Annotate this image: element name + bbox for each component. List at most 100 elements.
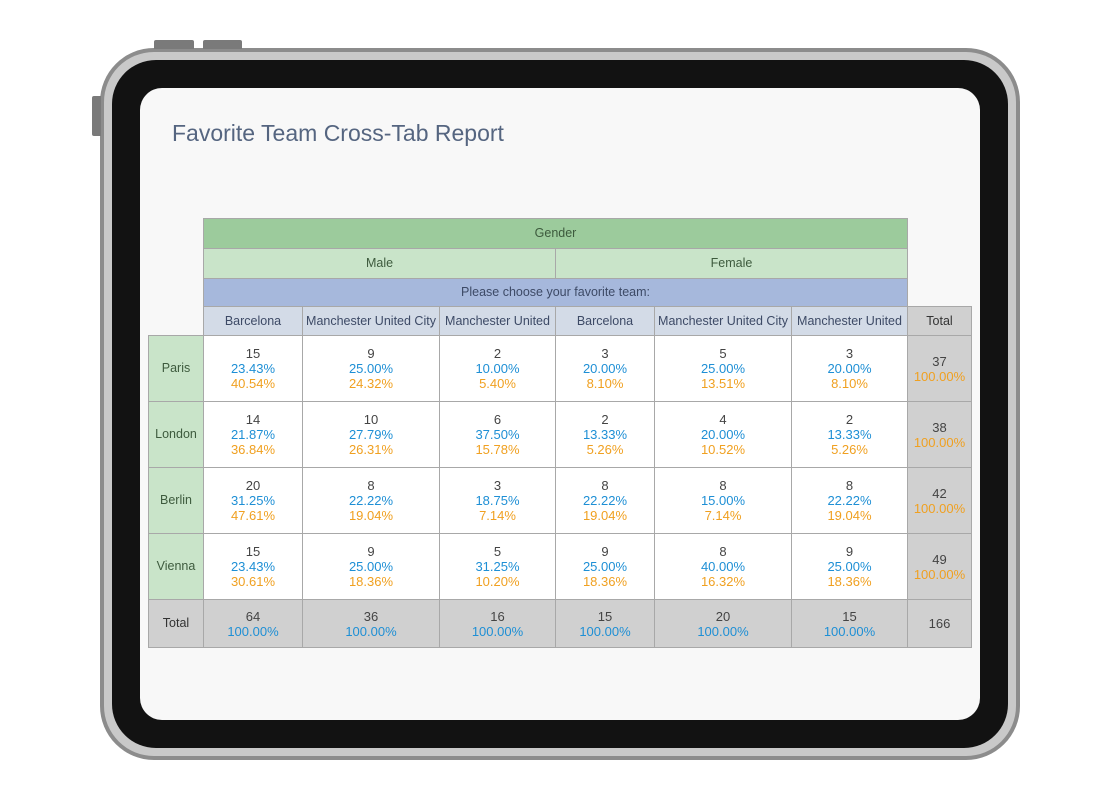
cell-row-percent: 20.00% xyxy=(827,361,872,376)
cell-row-percent: 10.00% xyxy=(475,361,520,376)
cell-row-percent: 20.00% xyxy=(582,361,628,376)
row-total-count: 49 xyxy=(932,551,947,567)
row-total-percent: 100.00% xyxy=(913,368,966,384)
cell-column-percent: 19.04% xyxy=(827,508,872,523)
data-cell: 8 22.22% 19.04% xyxy=(555,467,655,534)
cell-row-percent: 20.00% xyxy=(700,427,746,442)
cell-row-percent: 23.43% xyxy=(230,559,276,574)
header-male: Male xyxy=(203,248,556,279)
row-header: Vienna xyxy=(148,533,204,600)
cell-count: 2 xyxy=(601,412,609,427)
row-header: Paris xyxy=(148,335,204,402)
cell-count: 15 xyxy=(245,346,261,361)
cell-row-percent: 31.25% xyxy=(475,559,520,574)
cell-row-percent: 25.00% xyxy=(348,559,394,574)
cell-column-percent: 8.10% xyxy=(586,376,624,391)
cell-row-percent: 37.50% xyxy=(475,427,520,442)
cell-count: 6 xyxy=(493,412,502,427)
data-cell: 2 13.33% 5.26% xyxy=(791,401,908,468)
volume-button-2 xyxy=(203,40,242,49)
cell-row-percent: 21.87% xyxy=(230,427,276,442)
cell-column-percent: 18.36% xyxy=(827,574,872,589)
grand-total: 166 xyxy=(928,616,951,631)
cell-row-percent: 31.25% xyxy=(230,493,276,508)
header-male-label: Male xyxy=(365,256,394,270)
column-header: Barcelona xyxy=(203,306,303,336)
column-total-count: 15 xyxy=(842,608,857,624)
column-header-total-label: Total xyxy=(926,313,953,328)
column-total-cell: 20 100.00% xyxy=(654,599,792,648)
cell-count: 10 xyxy=(363,412,379,427)
data-cell: 6 37.50% 15.78% xyxy=(439,401,556,468)
cell-column-percent: 18.36% xyxy=(348,574,394,589)
column-total-cell: 16 100.00% xyxy=(439,599,556,648)
row-total-percent: 100.00% xyxy=(913,500,966,516)
cell-count: 8 xyxy=(719,544,727,559)
cell-column-percent: 47.61% xyxy=(230,508,276,523)
cell-column-percent: 16.32% xyxy=(700,574,746,589)
cell-column-percent: 13.51% xyxy=(700,376,746,391)
data-cell: 9 25.00% 18.36% xyxy=(302,533,440,600)
cell-column-percent: 10.52% xyxy=(700,442,746,457)
column-total-count: 20 xyxy=(715,608,731,624)
cell-count: 2 xyxy=(493,346,502,361)
row-header-label: London xyxy=(155,427,197,441)
cell-count: 8 xyxy=(719,478,727,493)
row-header: Berlin xyxy=(148,467,204,534)
cell-count: 4 xyxy=(719,412,727,427)
cell-column-percent: 19.04% xyxy=(348,508,394,523)
column-total-count: 15 xyxy=(597,608,613,624)
column-total-percent: 100.00% xyxy=(697,623,749,639)
column-total-cell: 64 100.00% xyxy=(203,599,303,648)
cell-row-percent: 25.00% xyxy=(700,361,746,376)
cell-row-percent: 13.33% xyxy=(827,427,872,442)
cell-row-percent: 18.75% xyxy=(475,493,520,508)
cell-count: 14 xyxy=(245,412,261,427)
cell-column-percent: 30.61% xyxy=(230,574,276,589)
data-cell: 9 25.00% 18.36% xyxy=(555,533,655,600)
cell-column-percent: 36.84% xyxy=(230,442,276,457)
row-total-cell: 37 100.00% xyxy=(907,335,972,402)
cell-count: 9 xyxy=(845,544,854,559)
row-total-cell: 42 100.00% xyxy=(907,467,972,534)
row-total-count: 42 xyxy=(932,485,947,501)
cell-row-percent: 25.00% xyxy=(827,559,872,574)
data-cell: 20 31.25% 47.61% xyxy=(203,467,303,534)
cell-row-percent: 23.43% xyxy=(230,361,276,376)
column-total-count: 16 xyxy=(490,608,505,624)
power-button xyxy=(92,96,101,136)
cell-column-percent: 10.20% xyxy=(475,574,520,589)
data-cell: 5 31.25% 10.20% xyxy=(439,533,556,600)
screen: Favorite Team Cross-Tab Report Gender Mal… xyxy=(140,88,980,720)
header-gender: Gender xyxy=(203,218,908,249)
data-cell: 2 10.00% 5.40% xyxy=(439,335,556,402)
data-cell: 3 20.00% 8.10% xyxy=(555,335,655,402)
data-cell: 15 23.43% 30.61% xyxy=(203,533,303,600)
cell-row-percent: 27.79% xyxy=(348,427,394,442)
data-cell: 4 20.00% 10.52% xyxy=(654,401,792,468)
data-cell: 5 25.00% 13.51% xyxy=(654,335,792,402)
data-cell: 2 13.33% 5.26% xyxy=(555,401,655,468)
cell-column-percent: 5.40% xyxy=(479,376,516,391)
cell-count: 9 xyxy=(367,544,375,559)
data-cell: 10 27.79% 26.31% xyxy=(302,401,440,468)
column-header: Manchester United City xyxy=(302,306,440,336)
cell-count: 8 xyxy=(845,478,854,493)
data-cell: 3 20.00% 8.10% xyxy=(791,335,908,402)
cell-column-percent: 5.26% xyxy=(586,442,624,457)
header-question: Please choose your favorite team: xyxy=(203,278,908,307)
data-cell: 8 22.22% 19.04% xyxy=(302,467,440,534)
data-cell: 9 25.00% 18.36% xyxy=(791,533,908,600)
column-total-percent: 100.00% xyxy=(227,623,279,639)
column-total-cell: 36 100.00% xyxy=(302,599,440,648)
cell-count: 2 xyxy=(845,412,854,427)
cell-column-percent: 15.78% xyxy=(475,442,520,457)
header-question-label: Please choose your favorite team: xyxy=(461,285,650,299)
cell-column-percent: 7.14% xyxy=(479,508,516,523)
cross-tab-table: Gender Male Female Please choose your favor… xyxy=(140,88,980,720)
volume-button-1 xyxy=(154,40,194,49)
row-total-percent: 100.00% xyxy=(913,566,966,582)
data-cell: 3 18.75% 7.14% xyxy=(439,467,556,534)
data-cell: 8 22.22% 19.04% xyxy=(791,467,908,534)
column-total-cell: 15 100.00% xyxy=(555,599,655,648)
